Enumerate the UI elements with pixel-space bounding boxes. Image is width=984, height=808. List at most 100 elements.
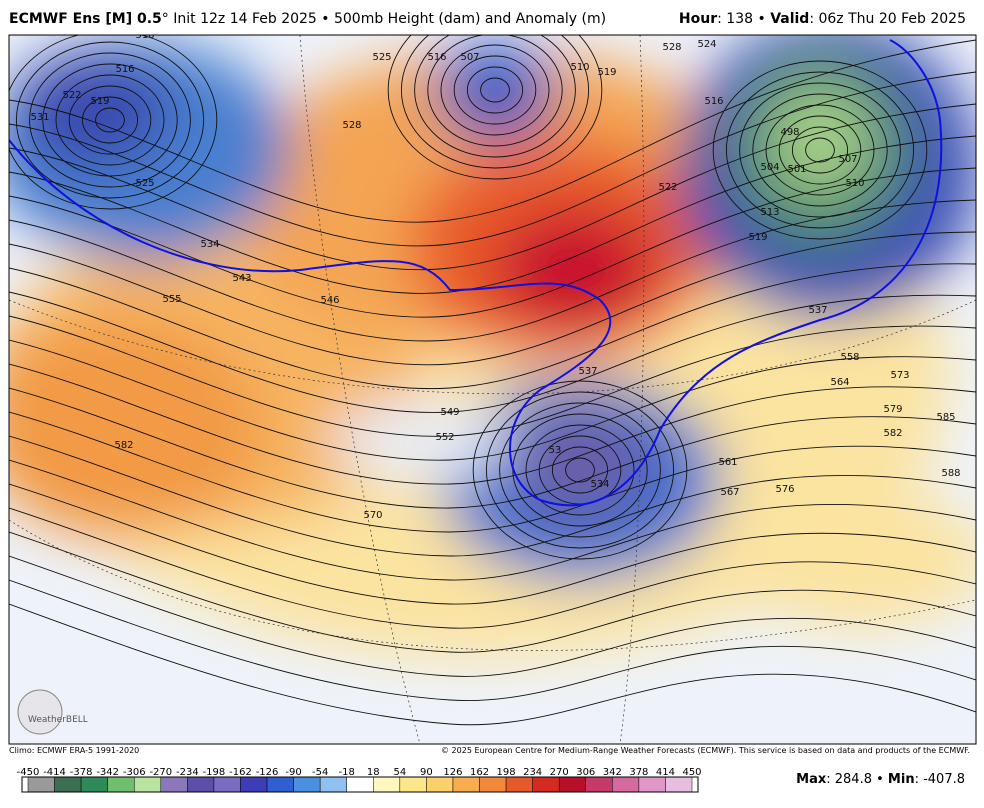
contour-labels: 516 516 522 519 531 525 534 543 555 546 582 570 549 5… (30, 30, 960, 521)
text-segment: : 284.8 • (826, 772, 888, 787)
colorbar-segment (319, 776, 347, 793)
contour-ring (387, 35, 603, 180)
contour-line (9, 231, 976, 366)
colorbar-segment (558, 776, 587, 793)
colorbar: -450 -414 -378 -342 -306 -270 -234 -198 -162 -126… (17, 767, 702, 793)
contour-label: 53 (549, 445, 562, 456)
colorbar-tick-label: 270 (550, 767, 569, 778)
contour-label: 516 (115, 64, 134, 75)
colorbar-tick-label: -18 (339, 767, 355, 778)
contour-label: 573 (890, 370, 909, 381)
map-frame (8, 34, 977, 745)
contour-label: 576 (775, 484, 794, 495)
contour-line (9, 411, 976, 533)
colorbar-tick-label: -90 (285, 767, 301, 778)
contour-label: 498 (780, 127, 799, 138)
colorbar-segment (346, 776, 374, 793)
contour-label: 507 (838, 154, 857, 165)
colorbar-tick-label: -270 (149, 767, 172, 778)
colorbar-frame (21, 776, 699, 793)
contour-label: 522 (62, 90, 81, 101)
contour-label: 525 (372, 52, 391, 63)
contour-ring (765, 104, 875, 196)
colorbar-segment (107, 776, 135, 793)
header-left: ECMWF Ens [M] 0.5° Init 12z 14 Feb 2025 … (9, 11, 606, 27)
contour-label: 558 (840, 352, 859, 363)
colorbar-segment (638, 776, 666, 793)
contour-ring (712, 60, 928, 240)
colorbar-tick-label: -126 (256, 767, 279, 778)
text-segment: Min (887, 772, 915, 787)
contour-line (9, 579, 976, 702)
contour-ring (29, 52, 191, 188)
text-segment: Valid (770, 11, 810, 27)
colorbar-segment (54, 776, 82, 793)
colorbar-segment (27, 776, 55, 793)
colorbar-segment (532, 776, 560, 793)
contour-ring (485, 391, 675, 549)
contour-ring (525, 424, 635, 516)
contour-label: 525 (135, 178, 154, 189)
contour-line (9, 435, 976, 557)
colorbar-segment (373, 776, 401, 793)
contour-label: 585 (936, 412, 955, 423)
contour-ring (466, 66, 524, 114)
contour-ring (95, 107, 125, 133)
colorbar-segment (187, 776, 215, 793)
colorbar-tick-label: 234 (523, 767, 542, 778)
contour-line (9, 315, 976, 437)
contour-label: 579 (883, 404, 902, 415)
text-segment: : -407.8 (914, 772, 965, 787)
colorbar-tick-label: -54 (312, 767, 328, 778)
contour-ring (551, 446, 609, 494)
contour-label: 516 (427, 52, 446, 63)
contour-label: 531 (30, 112, 49, 123)
height-contours (9, 35, 976, 726)
contour-line (9, 339, 976, 461)
contour-label: 528 (342, 120, 361, 131)
contour-ring (752, 93, 888, 207)
colorbar-segment (240, 776, 268, 793)
contour-ring (414, 35, 576, 158)
contour-line (9, 531, 976, 653)
colorbar-tick-label: 450 (682, 767, 701, 778)
contour-line (9, 167, 976, 318)
contour-label: 519 (748, 232, 767, 243)
contour-label: 519 (597, 67, 616, 78)
contour-line (9, 103, 976, 271)
contour-label: 516 (135, 30, 154, 41)
colorbar-tick-label: 162 (470, 767, 489, 778)
colorbar-tick-label: -234 (176, 767, 199, 778)
contour-label: 570 (363, 510, 382, 521)
contour-label: 552 (435, 432, 454, 443)
contour-line (9, 507, 976, 629)
anomaly-field: 516 516 522 519 531 525 534 543 555 546 582 570 549 5… (9, 30, 976, 744)
contour-ring (472, 380, 688, 560)
contour-line (9, 199, 976, 342)
colorbar-tick-label: 306 (576, 767, 595, 778)
colorbar-tick-label: -306 (123, 767, 146, 778)
contour-line (9, 459, 976, 581)
contour-label: 546 (320, 295, 339, 306)
contour-ring (55, 74, 165, 166)
copyright: © 2025 European Centre for Medium-Range … (441, 746, 970, 755)
colorbar-segment (665, 776, 693, 793)
colorbar-tick-label: -450 (17, 767, 40, 778)
contour-line (9, 39, 976, 223)
contour-label: 504 (760, 162, 779, 173)
contour-label: 522 (658, 182, 677, 193)
contour-line (9, 387, 976, 509)
contour-ring (15, 41, 205, 199)
colorbar-tick-label: 18 (367, 767, 380, 778)
contour-label: 567 (720, 487, 739, 498)
colorbar-segment (585, 776, 613, 793)
contour-ring (805, 137, 835, 163)
colorbar-segment (160, 776, 188, 793)
contour-label: 507 (460, 52, 479, 63)
contour-label: 564 (830, 377, 849, 388)
contour-label: 582 (883, 428, 902, 439)
colorbar-tick-label: -162 (229, 767, 252, 778)
text-segment: Hour (678, 11, 718, 27)
